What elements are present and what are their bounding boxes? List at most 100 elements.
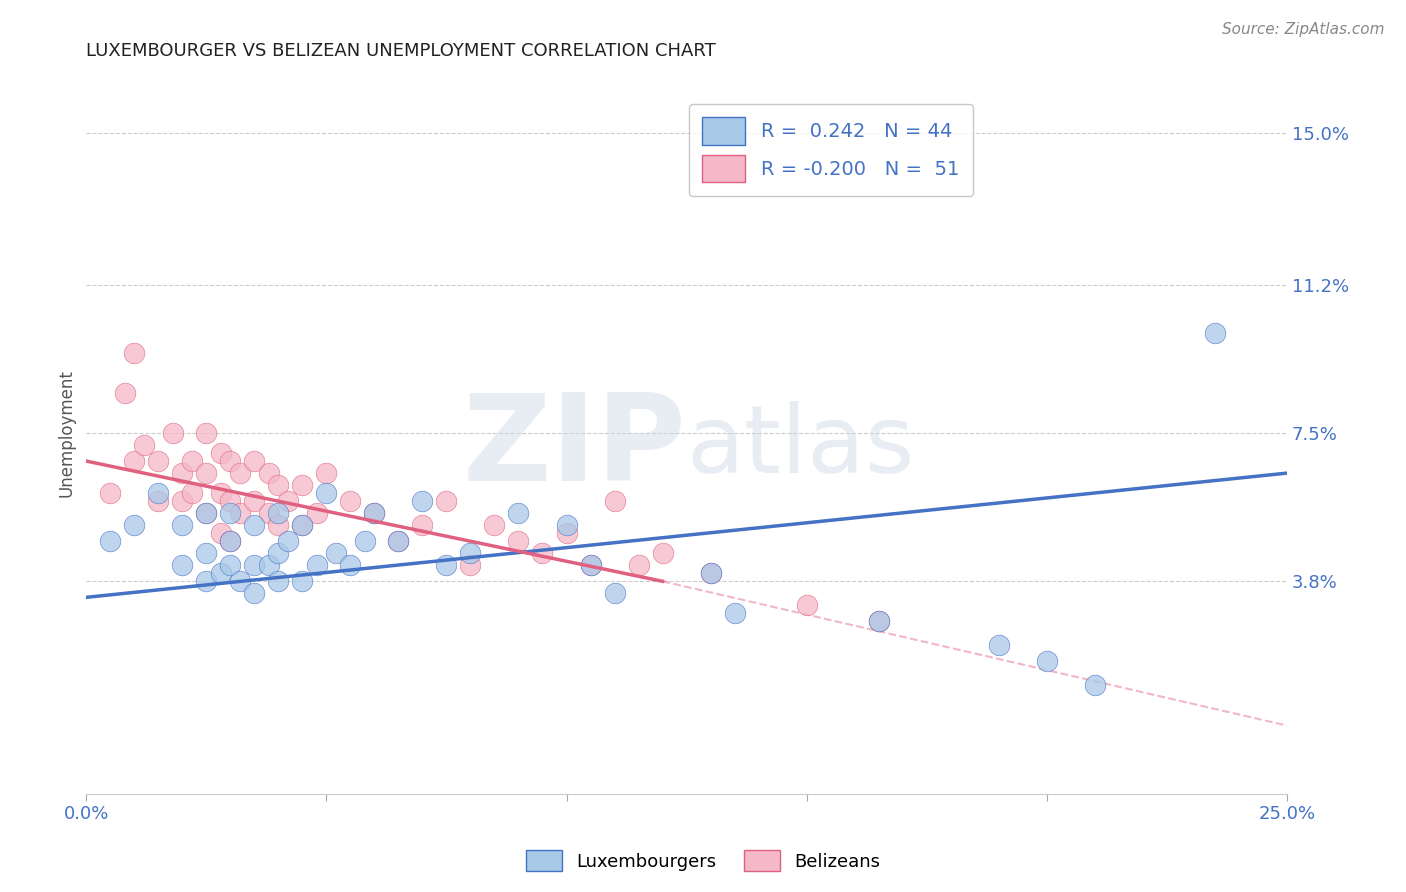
Point [148,454,170,468]
Text: atlas: atlas [686,401,915,493]
Point [1084,678,1107,692]
Point [243,454,266,468]
Point [243,518,266,533]
Point [243,586,266,600]
Point [699,566,721,581]
Point [305,558,328,573]
Point [291,518,314,533]
Point [219,534,242,549]
Point [257,558,280,573]
Point [1204,326,1226,340]
Point [195,466,218,480]
Point [219,534,242,549]
Point [1035,655,1057,669]
Point [243,558,266,573]
Y-axis label: Unemployment: Unemployment [58,369,75,497]
Point [219,558,242,573]
Point [195,506,218,520]
Point [460,546,482,560]
Point [172,518,194,533]
Point [172,466,194,480]
Point [363,506,385,520]
Point [387,534,409,549]
Point [699,566,721,581]
Point [436,558,458,573]
Point [387,534,409,549]
Point [98,486,121,500]
Point [148,494,170,508]
Point [257,466,280,480]
Point [124,518,146,533]
Point [172,494,194,508]
Point [267,506,290,520]
Point [267,478,290,492]
Point [132,438,155,452]
Point [508,506,530,520]
Point [181,486,204,500]
Point [579,558,602,573]
Point [305,506,328,520]
Point [339,494,361,508]
Point [315,466,337,480]
Point [181,454,204,468]
Point [627,558,650,573]
Point [209,566,232,581]
Point [257,506,280,520]
Point [796,599,818,613]
Point [229,574,252,589]
Point [277,534,299,549]
Point [172,558,194,573]
Point [436,494,458,508]
Point [98,534,121,549]
Point [868,615,890,629]
Point [325,546,347,560]
Point [868,615,890,629]
Point [315,486,337,500]
Point [531,546,554,560]
Point [291,478,314,492]
Point [209,526,232,541]
Point [555,518,578,533]
Point [195,574,218,589]
Point [124,454,146,468]
Point [243,494,266,508]
Point [195,546,218,560]
Text: LUXEMBOURGER VS BELIZEAN UNEMPLOYMENT CORRELATION CHART: LUXEMBOURGER VS BELIZEAN UNEMPLOYMENT CO… [86,42,716,60]
Point [124,346,146,360]
Point [291,518,314,533]
Point [339,558,361,573]
Point [148,486,170,500]
Text: ZIP: ZIP [463,389,686,506]
Point [219,494,242,508]
Point [603,586,626,600]
Point [162,425,184,440]
Point [195,425,218,440]
Legend: R =  0.242   N = 44, R = -0.200   N =  51: R = 0.242 N = 44, R = -0.200 N = 51 [689,103,973,195]
Point [651,546,673,560]
Point [353,534,375,549]
Point [209,446,232,460]
Point [603,494,626,508]
Point [267,574,290,589]
Point [460,558,482,573]
Point [363,506,385,520]
Point [229,466,252,480]
Text: Source: ZipAtlas.com: Source: ZipAtlas.com [1222,22,1385,37]
Point [219,454,242,468]
Point [267,518,290,533]
Point [484,518,506,533]
Point [411,518,433,533]
Point [555,526,578,541]
Point [219,506,242,520]
Point [411,494,433,508]
Point [229,506,252,520]
Point [987,639,1010,653]
Point [579,558,602,573]
Legend: Luxembourgers, Belizeans: Luxembourgers, Belizeans [519,843,887,879]
Point [723,607,745,621]
Point [267,546,290,560]
Point [291,574,314,589]
Point [114,386,136,401]
Point [508,534,530,549]
Point [277,494,299,508]
